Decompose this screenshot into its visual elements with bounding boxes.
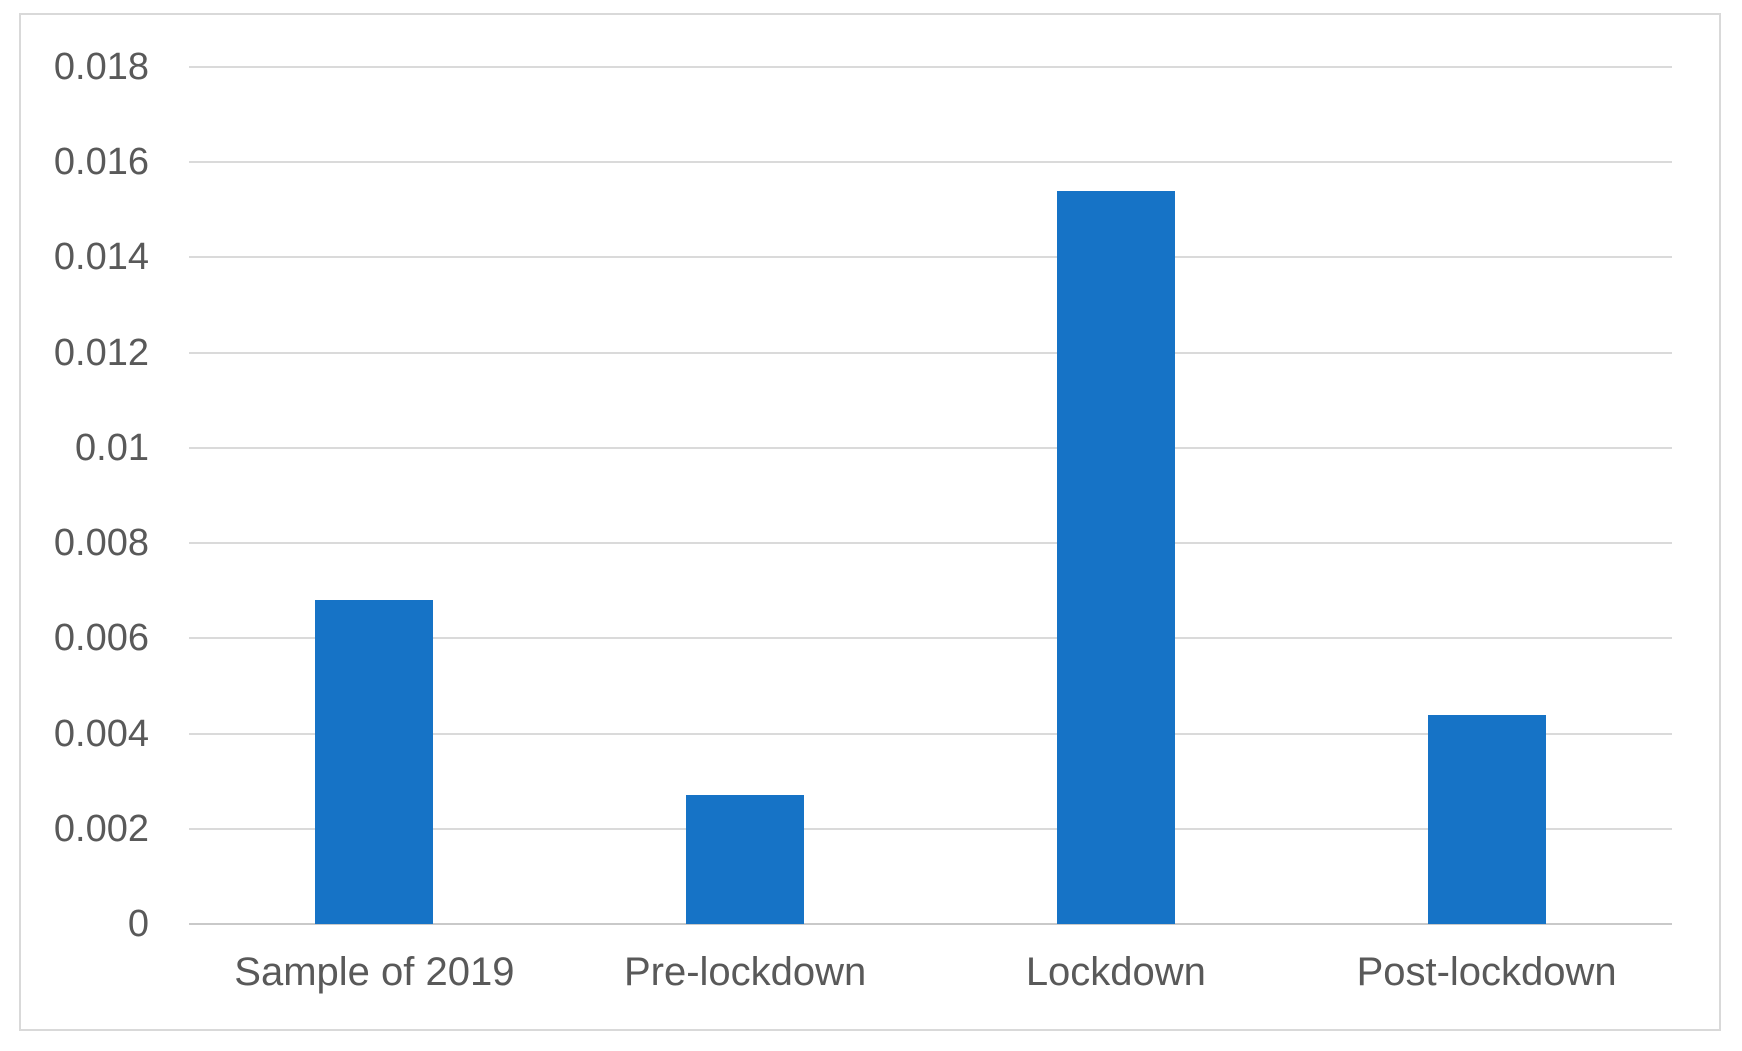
x-axis-category-label: Pre-lockdown bbox=[623, 950, 867, 994]
gridline bbox=[189, 542, 1672, 545]
gridline bbox=[189, 446, 1672, 449]
x-axis-line bbox=[189, 923, 1672, 925]
y-axis-tick-label: 0.012 bbox=[53, 331, 149, 374]
gridline bbox=[189, 66, 1672, 68]
y-axis-tick-label: 0.018 bbox=[53, 46, 149, 88]
chart-frame: 0 0.002 0.004 0.006 0.008 0.01 0.012 0.014 0.016… bbox=[19, 13, 1721, 1031]
gridline bbox=[189, 732, 1672, 735]
x-axis-category-label: Lockdown bbox=[1025, 950, 1206, 994]
y-axis-tick-label: 0 bbox=[127, 903, 149, 945]
plot-area bbox=[189, 66, 1672, 925]
x-axis-category-label: Sample of 2019 bbox=[234, 950, 515, 994]
gridline bbox=[189, 637, 1672, 640]
bar-lockdown bbox=[1056, 190, 1175, 924]
bar-pre-lockdown bbox=[686, 795, 805, 924]
y-axis-tick-label: 0.008 bbox=[53, 522, 149, 565]
x-axis-category-label: Post-lockdown bbox=[1356, 950, 1617, 994]
bar-post-lockdown bbox=[1427, 714, 1546, 924]
y-axis-tick-label: 0.01 bbox=[75, 426, 149, 469]
y-axis-tick-label: 0.002 bbox=[53, 807, 149, 850]
y-axis-tick-label: 0.014 bbox=[53, 236, 149, 279]
y-axis-tick-label: 0.004 bbox=[53, 712, 149, 755]
gridline bbox=[189, 256, 1672, 259]
bar-sample-of-2019 bbox=[315, 600, 434, 924]
gridline bbox=[189, 161, 1672, 164]
y-axis-tick-label: 0.016 bbox=[53, 141, 149, 184]
y-axis-tick-label: 0.006 bbox=[53, 617, 149, 660]
gridline bbox=[189, 351, 1672, 354]
gridline bbox=[189, 827, 1672, 830]
